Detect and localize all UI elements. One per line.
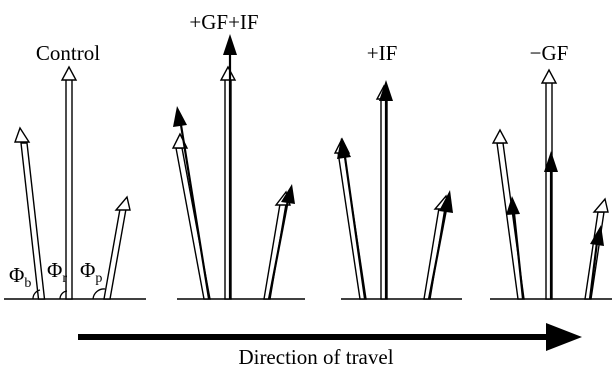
if-arrow-b-filled-shaft bbox=[343, 156, 367, 300]
gf-if-arrow-r-filled-head bbox=[223, 34, 237, 55]
control-arrow-b-head bbox=[14, 126, 31, 143]
gf-if-arrow-r-open-head bbox=[219, 65, 237, 81]
angle-label-r: Φr bbox=[47, 258, 67, 286]
gf-minus-arrow-b-filled-shaft bbox=[512, 212, 525, 300]
gf-if-arrow-p-open-shaft bbox=[263, 203, 287, 300]
gf-if-arrow-b-filled-shaft bbox=[179, 124, 211, 300]
gf-minus-arrow-r-open-head bbox=[540, 68, 558, 84]
gf-minus-arrow-p-filled-shaft bbox=[588, 241, 599, 300]
panel-title-control: Control bbox=[36, 41, 100, 65]
gf-if-limb-arrows bbox=[171, 34, 295, 300]
if-arrow-r-filled-head bbox=[379, 80, 393, 101]
if-arrow-p-filled-shaft bbox=[427, 209, 448, 300]
panel-title-gf-if: +GF+IF bbox=[189, 10, 258, 34]
panel-title-if: +IF bbox=[367, 41, 398, 65]
gf-if-arrow-b-filled-head bbox=[173, 106, 187, 127]
panel-title-gf-minus: −GF bbox=[530, 41, 569, 65]
if-arrow-p-open-shaft bbox=[423, 207, 446, 300]
angle-arc-p bbox=[92, 288, 106, 300]
control-arrow-p-shaft bbox=[103, 208, 127, 300]
gf-minus-arrow-p-open-head bbox=[592, 197, 609, 213]
gf-minus-arrow-b-open-head bbox=[491, 128, 509, 144]
angle-label-p: Φp bbox=[80, 258, 102, 286]
angle-arc-b bbox=[32, 289, 41, 300]
gf-if-arrow-p-filled-shaft bbox=[267, 199, 290, 300]
angle-arc-r bbox=[59, 290, 68, 300]
direction-of-travel-caption: Direction of travel bbox=[238, 345, 393, 367]
if-arrow-b-filled-head bbox=[337, 138, 351, 159]
gf-minus-limb-arrows bbox=[491, 68, 609, 300]
gf-minus-arrow-b-filled-head bbox=[506, 196, 520, 215]
if-limb-arrows bbox=[333, 80, 453, 300]
gf-minus-arrow-p-filled-head bbox=[590, 225, 604, 246]
gf-minus-arrow-r-filled-head bbox=[544, 151, 558, 172]
control-arrow-b-shaft bbox=[20, 142, 46, 300]
travel-arrow-head bbox=[546, 323, 582, 351]
control-arrow-r-head bbox=[60, 65, 78, 81]
travel-arrow-shaft bbox=[78, 334, 550, 340]
control-arrow-r-shaft bbox=[65, 78, 73, 300]
angle-label-b: Φb bbox=[9, 263, 31, 291]
direction-of-travel-arrow bbox=[78, 323, 582, 351]
control-arrow-p-head bbox=[114, 195, 131, 211]
if-arrow-p-filled-head bbox=[439, 190, 453, 213]
control-limb-arrows: Φb Φr Φp bbox=[9, 65, 131, 300]
gf-if-arrow-p-filled-head bbox=[281, 184, 295, 204]
